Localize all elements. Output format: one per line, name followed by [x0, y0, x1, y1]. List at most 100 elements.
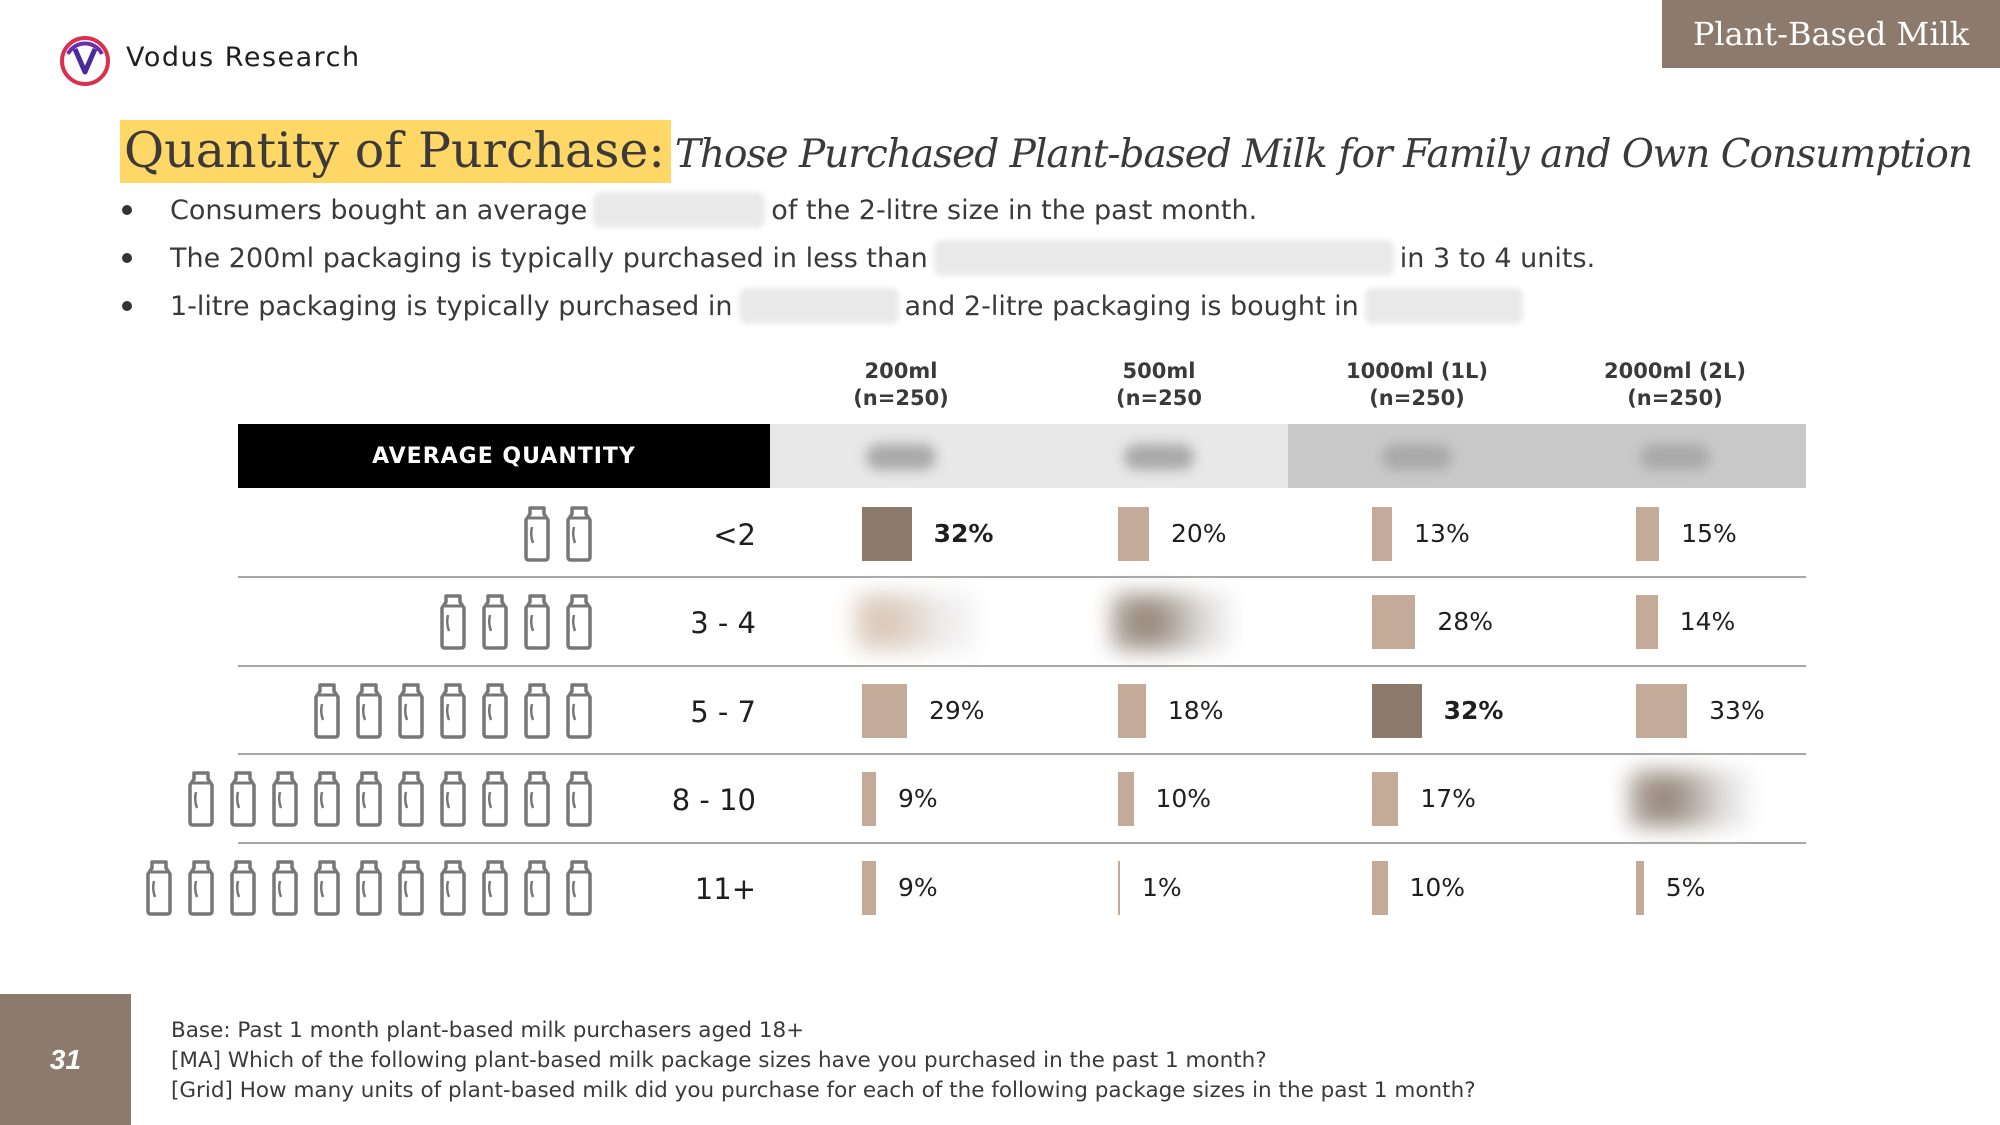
milk-bottle-icon: [562, 682, 596, 745]
page-number: 31: [0, 994, 131, 1125]
column-base: (n=250: [1116, 386, 1202, 410]
row-divider: [238, 753, 1806, 755]
bar-label: 20%: [1171, 519, 1227, 548]
bar: [862, 772, 876, 826]
bar-label: 5%: [1665, 873, 1706, 902]
column-size: 1000ml (1L): [1345, 359, 1489, 383]
bar: [1636, 861, 1644, 915]
milk-bottle-icon: [436, 593, 470, 656]
row-label: 11+: [694, 872, 756, 906]
bar: [1636, 684, 1688, 738]
bar: [862, 684, 907, 738]
category-tag: Plant-Based Milk: [1662, 0, 2000, 68]
milk-bottle-icon: [226, 770, 260, 833]
bullet-dot: [122, 301, 132, 311]
milk-bottle-icon: [352, 859, 386, 922]
logo-icon: [60, 36, 110, 86]
bullet-item: Consumers bought an average of the 2-lit…: [122, 186, 1922, 234]
bar: [1118, 507, 1149, 561]
footnotes: Base: Past 1 month plant-based milk purc…: [171, 1016, 1476, 1106]
column-size: 2000ml (2L): [1603, 359, 1747, 383]
bullet-item: The 200ml packaging is typically purchas…: [122, 234, 1922, 282]
column-base: (n=250): [853, 386, 949, 410]
column-base: (n=250): [1369, 386, 1465, 410]
milk-bottle-icon: [142, 859, 176, 922]
milk-bottle-icon: [184, 770, 218, 833]
bar: [1118, 684, 1146, 738]
page-title: Quantity of Purchase: Those Purchased Pl…: [120, 120, 1973, 186]
bar-label: 18%: [1167, 696, 1224, 725]
average-quantity-label: AVERAGE QUANTITY: [238, 424, 770, 488]
bar: [1372, 595, 1416, 649]
milk-bottle-icon: [520, 770, 554, 833]
average-band-dark: [1288, 424, 1806, 488]
column-header-1000ml: 1000ml (1L) (n=250): [1317, 358, 1517, 412]
footnote: [MA] Which of the following plant-based …: [171, 1048, 1267, 1073]
redacted-average: [866, 444, 936, 470]
column-base: (n=250): [1627, 386, 1723, 410]
milk-bottle-icon: [310, 770, 344, 833]
redacted-value: [1364, 288, 1523, 324]
bar-label: 13%: [1414, 519, 1470, 548]
summary-bullets: Consumers bought an average of the 2-lit…: [122, 186, 1922, 330]
milk-bottle-icon: [268, 859, 302, 922]
bullet-item: 1-litre packaging is typically purchased…: [122, 282, 1922, 330]
average-band-light: [770, 424, 1288, 488]
row-label: 5 - 7: [690, 695, 756, 729]
redacted-value: [593, 192, 766, 228]
bar-label: 29%: [928, 696, 985, 725]
milk-bottle-icon: [184, 859, 218, 922]
milk-bottle-icon: [562, 770, 596, 833]
bullet-text: 1-litre packaging is typically purchased…: [170, 290, 733, 322]
bar-label: 10%: [1409, 873, 1466, 902]
redacted-cell: [854, 592, 974, 652]
milk-bottle-icon: [394, 770, 428, 833]
column-size: 500ml: [1122, 359, 1196, 383]
milk-bottle-icon: [394, 859, 428, 922]
milk-bottle-icon: [478, 859, 512, 922]
redacted-cell: [1110, 592, 1230, 652]
redacted-cell: [1628, 769, 1748, 829]
column-size: 200ml: [864, 359, 938, 383]
bar-label: 32%: [1443, 696, 1504, 725]
footnote: [Grid] How many units of plant-based mil…: [171, 1078, 1476, 1103]
bar: [862, 507, 912, 561]
bar-label: 1%: [1142, 873, 1182, 902]
bar: [862, 861, 876, 915]
column-header-2000ml: 2000ml (2L) (n=250): [1575, 358, 1775, 412]
bar-label: 10%: [1155, 784, 1212, 813]
milk-bottle-icon: [520, 505, 554, 568]
row-divider: [238, 842, 1806, 844]
row-divider: [238, 576, 1806, 578]
row-label: 3 - 4: [690, 606, 756, 640]
redacted-value: [738, 288, 899, 324]
bar-label: 15%: [1681, 519, 1737, 548]
bar: [1118, 772, 1134, 826]
bar-label: 32%: [933, 519, 994, 548]
bar: [1636, 595, 1658, 649]
bar-label: 9%: [897, 873, 938, 902]
row-label: 8 - 10: [671, 783, 756, 817]
bullet-text: of the 2-litre size in the past month.: [771, 194, 1258, 226]
bar-label: 28%: [1437, 607, 1493, 636]
milk-bottle-icon: [436, 682, 470, 745]
milk-bottle-icon: [520, 593, 554, 656]
milk-bottle-icon: [226, 859, 260, 922]
bar: [1636, 507, 1660, 561]
bullet-dot: [122, 205, 132, 215]
bullet-text: Consumers bought an average: [170, 194, 588, 226]
title-main: Quantity of Purchase:: [120, 120, 671, 183]
bar: [1372, 684, 1422, 738]
column-header-200ml: 200ml (n=250): [801, 358, 1001, 412]
bullet-text: The 200ml packaging is typically purchas…: [170, 242, 928, 274]
milk-bottle-icon: [436, 859, 470, 922]
milk-bottle-icon: [268, 770, 302, 833]
bar: [1372, 772, 1399, 826]
milk-bottle-icon: [478, 770, 512, 833]
milk-bottle-icon: [352, 770, 386, 833]
row-label: <2: [713, 518, 756, 552]
milk-bottle-icon: [478, 682, 512, 745]
milk-bottle-icon: [352, 682, 386, 745]
bullet-text: in 3 to 4 units.: [1399, 242, 1596, 274]
milk-bottle-icon: [310, 682, 344, 745]
